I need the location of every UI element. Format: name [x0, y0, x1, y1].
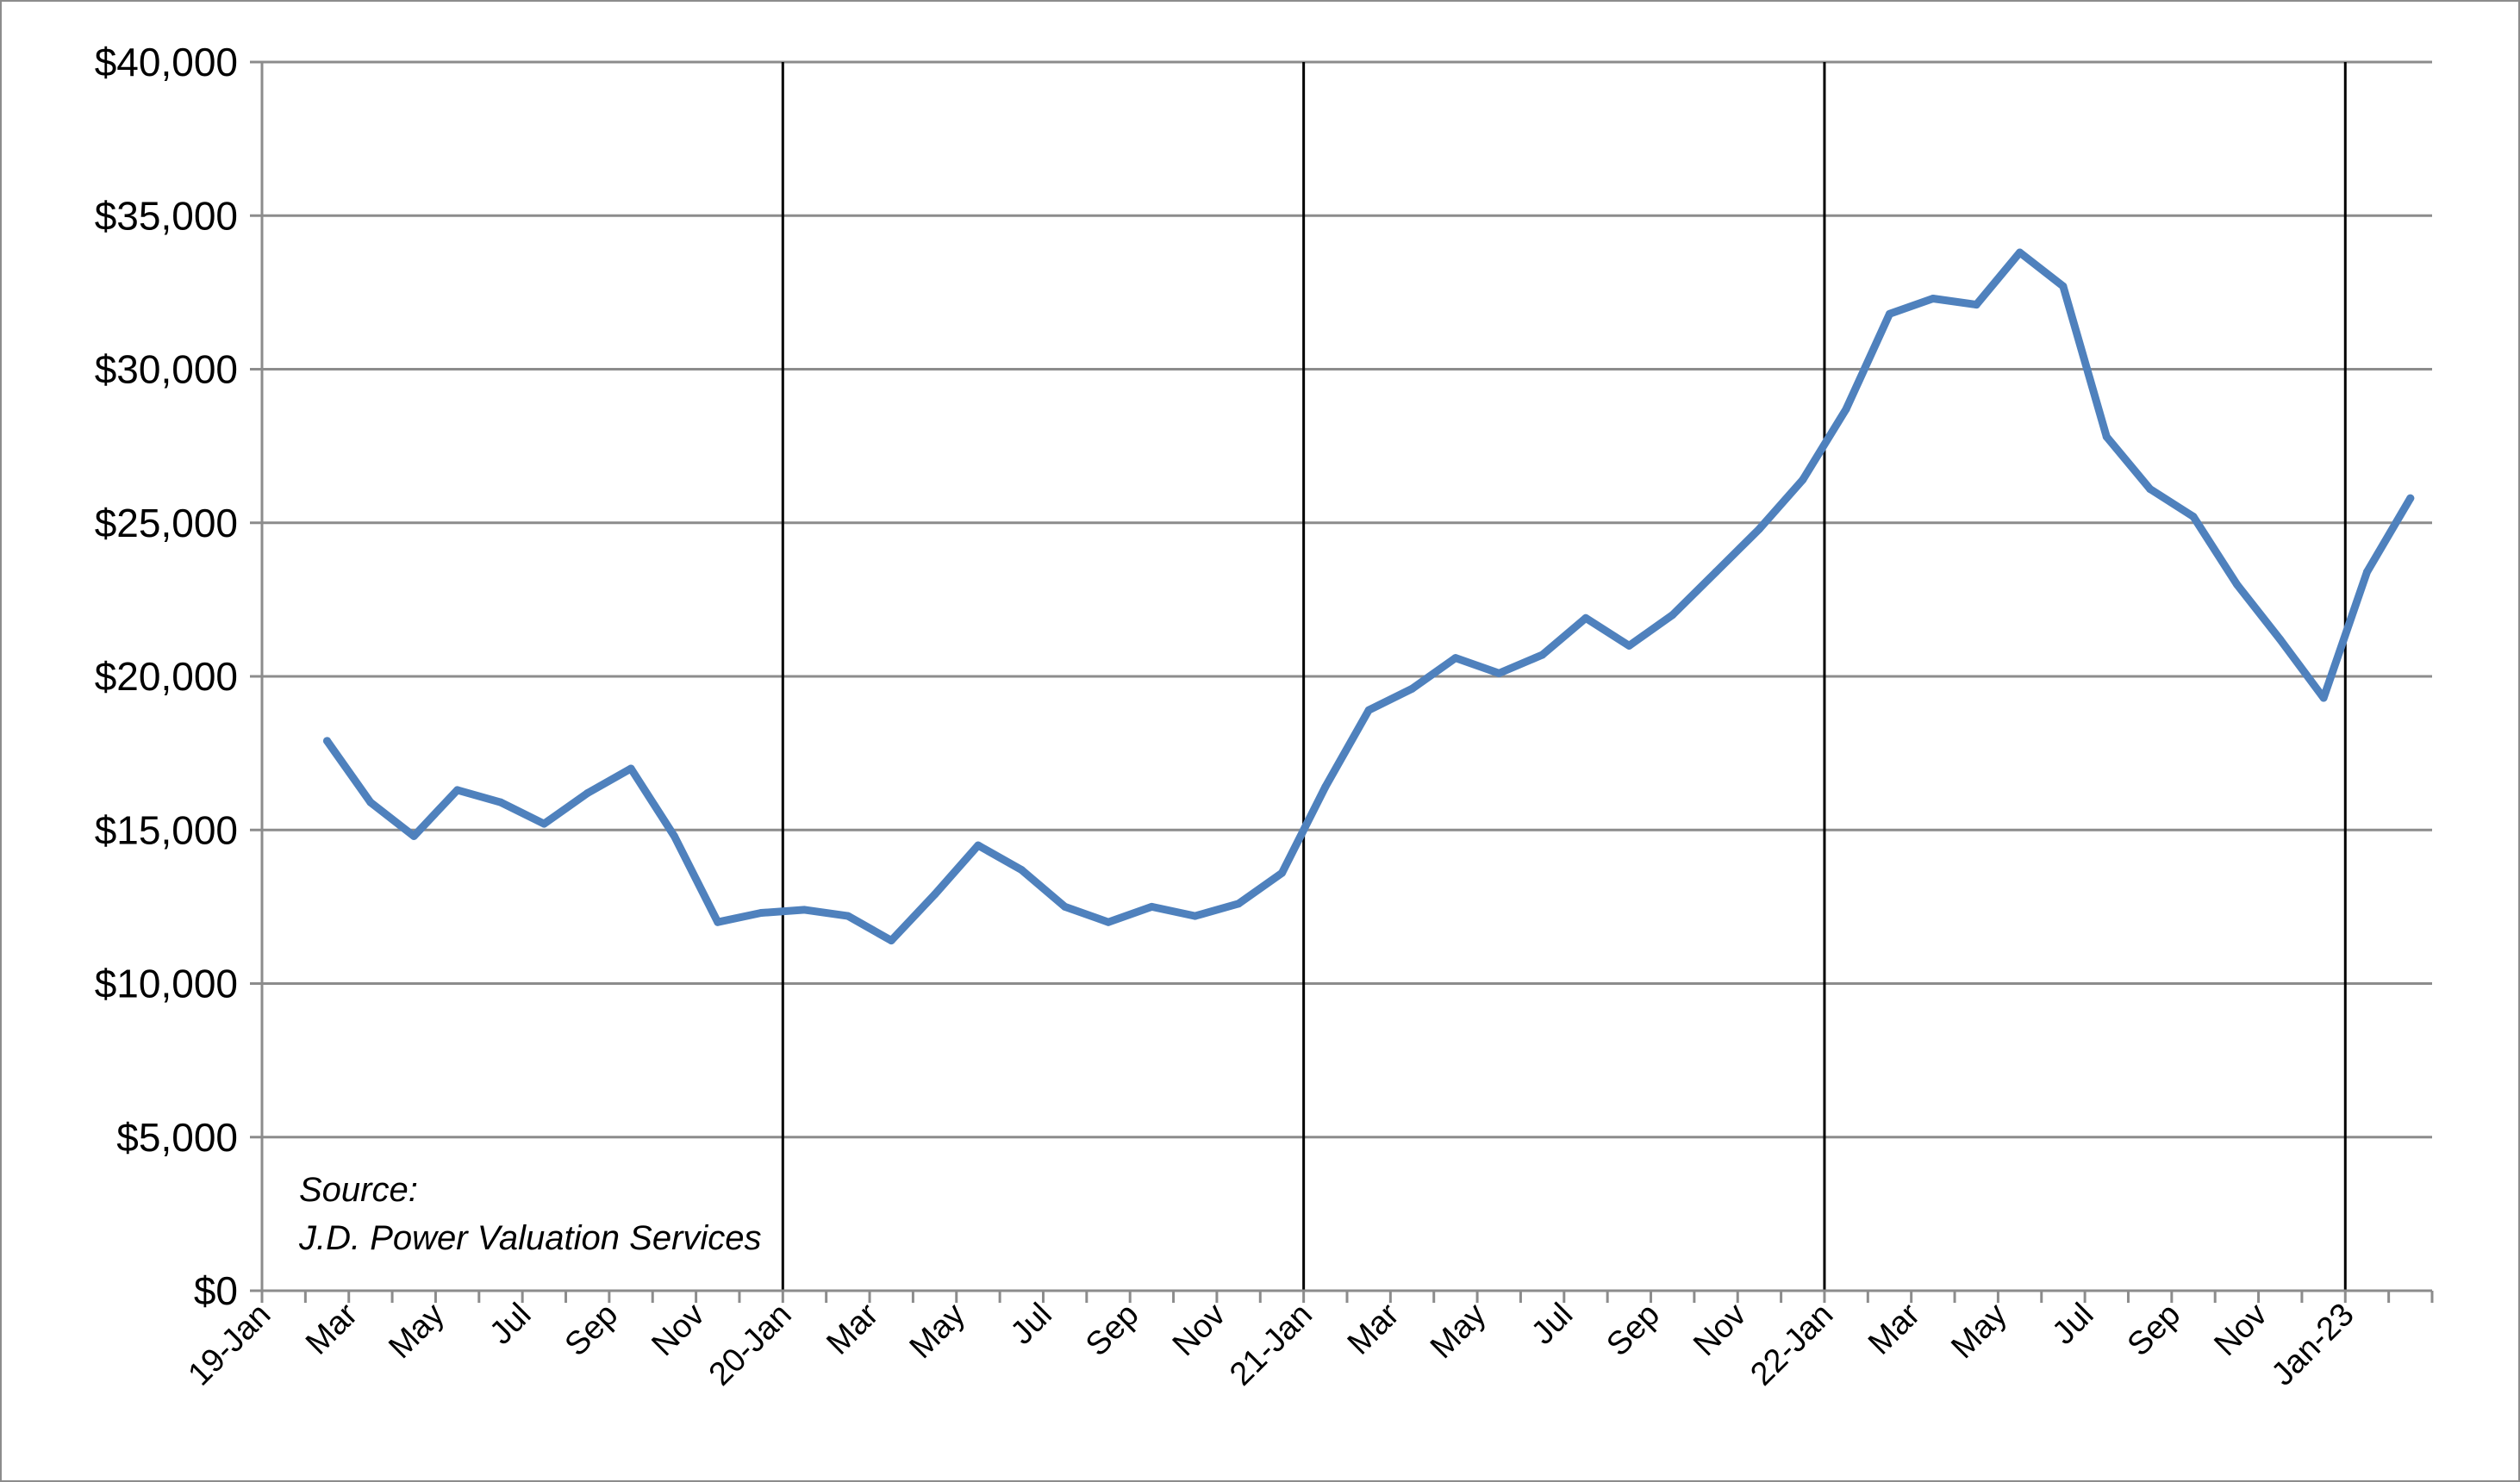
- x-tick-label: 20-Jan: [702, 1297, 799, 1393]
- data-point: [714, 918, 722, 926]
- data-point: [931, 890, 939, 899]
- data-point: [2276, 635, 2285, 644]
- data-point: [2016, 248, 2024, 257]
- x-tick-label: Sep: [2121, 1297, 2188, 1364]
- data-point: [844, 912, 852, 920]
- data-point: [1061, 902, 1070, 911]
- data-point: [1234, 900, 1243, 908]
- data-point: [1972, 301, 1980, 309]
- data-point: [1929, 295, 1937, 303]
- data-point: [1712, 568, 1720, 576]
- data-point: [366, 798, 375, 806]
- axes: [260, 62, 2434, 1303]
- data-point: [409, 831, 418, 840]
- data-point: [540, 819, 548, 828]
- data-point: [974, 841, 982, 850]
- x-tick-label: Mar: [1862, 1296, 1927, 1361]
- data-point: [1842, 405, 1850, 414]
- x-tick-label: Sep: [1079, 1297, 1146, 1364]
- y-tick-label: $5,000: [116, 1115, 238, 1160]
- data-point: [2406, 494, 2415, 502]
- data-point: [1886, 309, 1893, 318]
- data-point: [1538, 651, 1547, 659]
- y-tick-label: $10,000: [95, 962, 238, 1006]
- y-tick-label: $35,000: [95, 193, 238, 238]
- x-tick-label: May: [382, 1297, 451, 1366]
- y-tick-label: $30,000: [95, 347, 238, 392]
- data-point: [1669, 611, 1677, 620]
- x-tick-label: Nov: [1687, 1297, 1753, 1363]
- data-point: [2189, 513, 2198, 521]
- series-line: [323, 248, 2415, 945]
- data-point: [1755, 525, 1763, 533]
- source-name: J.D. Power Valuation Services: [298, 1219, 762, 1257]
- x-tick-label: Nov: [645, 1297, 711, 1363]
- x-tick-label: Jul: [483, 1297, 538, 1352]
- y-tick-label: $40,000: [95, 40, 238, 84]
- data-point: [627, 764, 635, 773]
- x-tick-label: Mar: [299, 1296, 365, 1361]
- data-point: [1451, 654, 1460, 663]
- data-point: [2102, 433, 2111, 441]
- data-point: [2232, 580, 2241, 588]
- data-point: [2362, 568, 2371, 576]
- x-tick-label: May: [1424, 1297, 1493, 1366]
- data-point: [757, 909, 765, 918]
- x-tick-label: May: [903, 1297, 972, 1366]
- data-point: [1104, 918, 1113, 926]
- data-point: [453, 786, 462, 794]
- data-point: [1017, 866, 1026, 875]
- x-tick-label: 22-Jan: [1743, 1297, 1840, 1393]
- data-point: [2319, 694, 2328, 702]
- y-tick-label: $25,000: [95, 501, 238, 545]
- data-point: [1581, 613, 1590, 622]
- data-point: [2146, 485, 2155, 494]
- source-annotation: Source: J.D. Power Valuation Services: [298, 1171, 762, 1257]
- data-point: [1494, 669, 1503, 677]
- data-point: [1364, 706, 1373, 714]
- data-point: [323, 737, 332, 745]
- data-point: [1147, 902, 1156, 911]
- x-tick-label: Jul: [1004, 1297, 1059, 1352]
- source-label: Source:: [299, 1171, 418, 1209]
- y-tick-label: $0: [194, 1268, 238, 1313]
- year-separators: [781, 62, 2347, 1291]
- y-tick-label: $20,000: [95, 654, 238, 699]
- data-point: [1321, 782, 1330, 791]
- y-tick-label: $15,000: [95, 807, 238, 852]
- data-point: [583, 788, 592, 797]
- gridlines: [250, 60, 2432, 1292]
- x-tick-label: Jul: [1525, 1297, 1580, 1352]
- x-tick-label: 21-Jan: [1223, 1297, 1319, 1393]
- data-point: [801, 906, 808, 914]
- x-tick-label: Nov: [1166, 1297, 1232, 1363]
- x-tick-label: Jul: [2045, 1297, 2100, 1352]
- data-point: [670, 831, 678, 840]
- data-point: [2059, 282, 2068, 290]
- series-layer: [323, 248, 2415, 945]
- data-point: [1799, 476, 1807, 484]
- data-point: [887, 937, 895, 945]
- data-point: [1277, 869, 1286, 877]
- x-tick-label: Sep: [558, 1297, 626, 1364]
- x-tick-label: Mar: [820, 1296, 885, 1361]
- y-tick-labels: $0 $5,000 $10,000 $15,000 $20,000 $25,000 $30,…: [95, 40, 238, 1313]
- x-tick-label: May: [1944, 1297, 2013, 1366]
- data-point: [496, 798, 505, 806]
- data-point: [1625, 641, 1633, 650]
- data-point: [1408, 684, 1417, 693]
- data-point: [1191, 912, 1200, 920]
- x-tick-label: Sep: [1600, 1297, 1667, 1364]
- x-tick-label: Jan-23: [2265, 1297, 2361, 1393]
- x-tick-label: Mar: [1341, 1296, 1407, 1361]
- x-tick-label: Nov: [2207, 1297, 2274, 1363]
